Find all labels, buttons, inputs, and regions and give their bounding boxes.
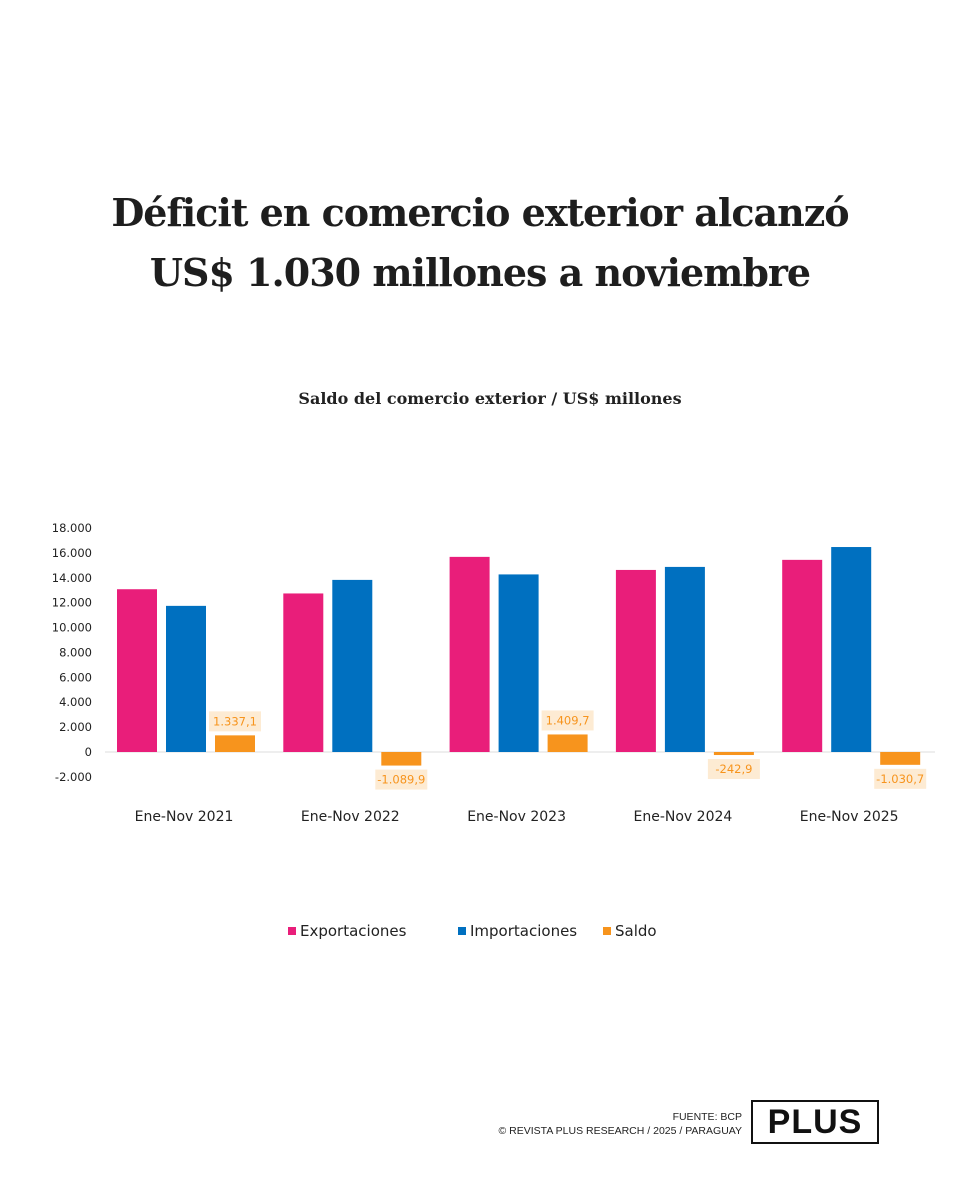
bar-exportaciones	[449, 556, 490, 752]
title-line-2: US$ 1.030 millones a noviembre	[149, 250, 811, 295]
bar-importaciones	[664, 566, 705, 752]
data-label-bg	[874, 768, 927, 789]
y-tick-label: 18.000	[52, 521, 92, 535]
x-tick-label: Ene-Nov 2024	[634, 809, 733, 825]
legend-swatch	[288, 927, 296, 935]
bar-saldo	[880, 752, 921, 765]
legend-label: Importaciones	[470, 922, 578, 940]
bar-exportaciones	[615, 569, 656, 752]
legend-label: Exportaciones	[300, 922, 407, 940]
bar-saldo	[713, 752, 754, 756]
bar-importaciones	[831, 547, 872, 752]
y-tick-label: 6.000	[59, 670, 92, 684]
y-tick-label: 16.000	[52, 546, 92, 560]
x-tick-label: Ene-Nov 2023	[467, 809, 566, 825]
source-text: FUENTE: BCP	[672, 1111, 742, 1123]
plus-logo: PLUS	[751, 1100, 879, 1144]
y-tick-label: 0	[85, 745, 92, 759]
data-label: -1.030,7	[876, 772, 924, 786]
data-label-bg	[541, 710, 594, 731]
legend-item-importaciones: Importaciones	[458, 922, 577, 940]
page-title: Déficit en comercio exterior alcanzó US$…	[0, 183, 960, 303]
bar-chart: 18.000 16.000 14.000 12.000 10.000 8.000 6.000…	[52, 521, 935, 825]
x-tick-label: Ene-Nov 2022	[301, 809, 400, 825]
bar-exportaciones	[117, 589, 157, 752]
y-tick-label: 2.000	[59, 720, 92, 734]
y-tick-label: 12.000	[52, 596, 92, 610]
y-tick-label: 4.000	[59, 695, 92, 709]
bar-saldo	[381, 752, 422, 766]
y-tick-label: -2.000	[55, 770, 92, 784]
bar-exportaciones	[782, 559, 823, 752]
y-tick-label: 8.000	[59, 645, 92, 659]
data-label-bg	[375, 769, 428, 790]
bar-saldo	[547, 734, 588, 752]
chart-title: Saldo del comercio exterior / US$ millon…	[298, 389, 682, 408]
data-label-bg	[209, 711, 261, 732]
legend-label: Saldo	[615, 922, 657, 940]
bar-importaciones	[166, 605, 206, 752]
data-label: 1.337,1	[213, 714, 257, 728]
y-tick-label: 10.000	[52, 621, 92, 635]
copyright-text: © REVISTA PLUS RESEARCH / 2025 / PARAGUA…	[498, 1125, 742, 1137]
x-tick-label: Ene-Nov 2021	[135, 809, 234, 825]
title-line-1: Déficit en comercio exterior alcanzó	[111, 190, 849, 235]
legend-item-exportaciones: Exportaciones	[288, 922, 406, 940]
legend-swatch	[458, 927, 466, 935]
bar-exportaciones	[283, 593, 324, 752]
x-tick-label: Ene-Nov 2025	[800, 809, 899, 825]
legend-swatch	[603, 927, 611, 935]
bar-importaciones	[332, 579, 373, 752]
legend-item-saldo: Saldo	[603, 922, 657, 940]
bar-importaciones	[498, 574, 539, 752]
data-label-bg	[707, 759, 760, 780]
data-label: -1.089,9	[377, 773, 425, 787]
bar-saldo	[215, 735, 255, 752]
data-label: -242,9	[715, 762, 752, 776]
footer-credits: FUENTE: BCP © REVISTA PLUS RESEARCH / 20…	[499, 1110, 742, 1138]
y-tick-label: 14.000	[52, 571, 92, 585]
data-label: 1.409,7	[546, 713, 590, 727]
